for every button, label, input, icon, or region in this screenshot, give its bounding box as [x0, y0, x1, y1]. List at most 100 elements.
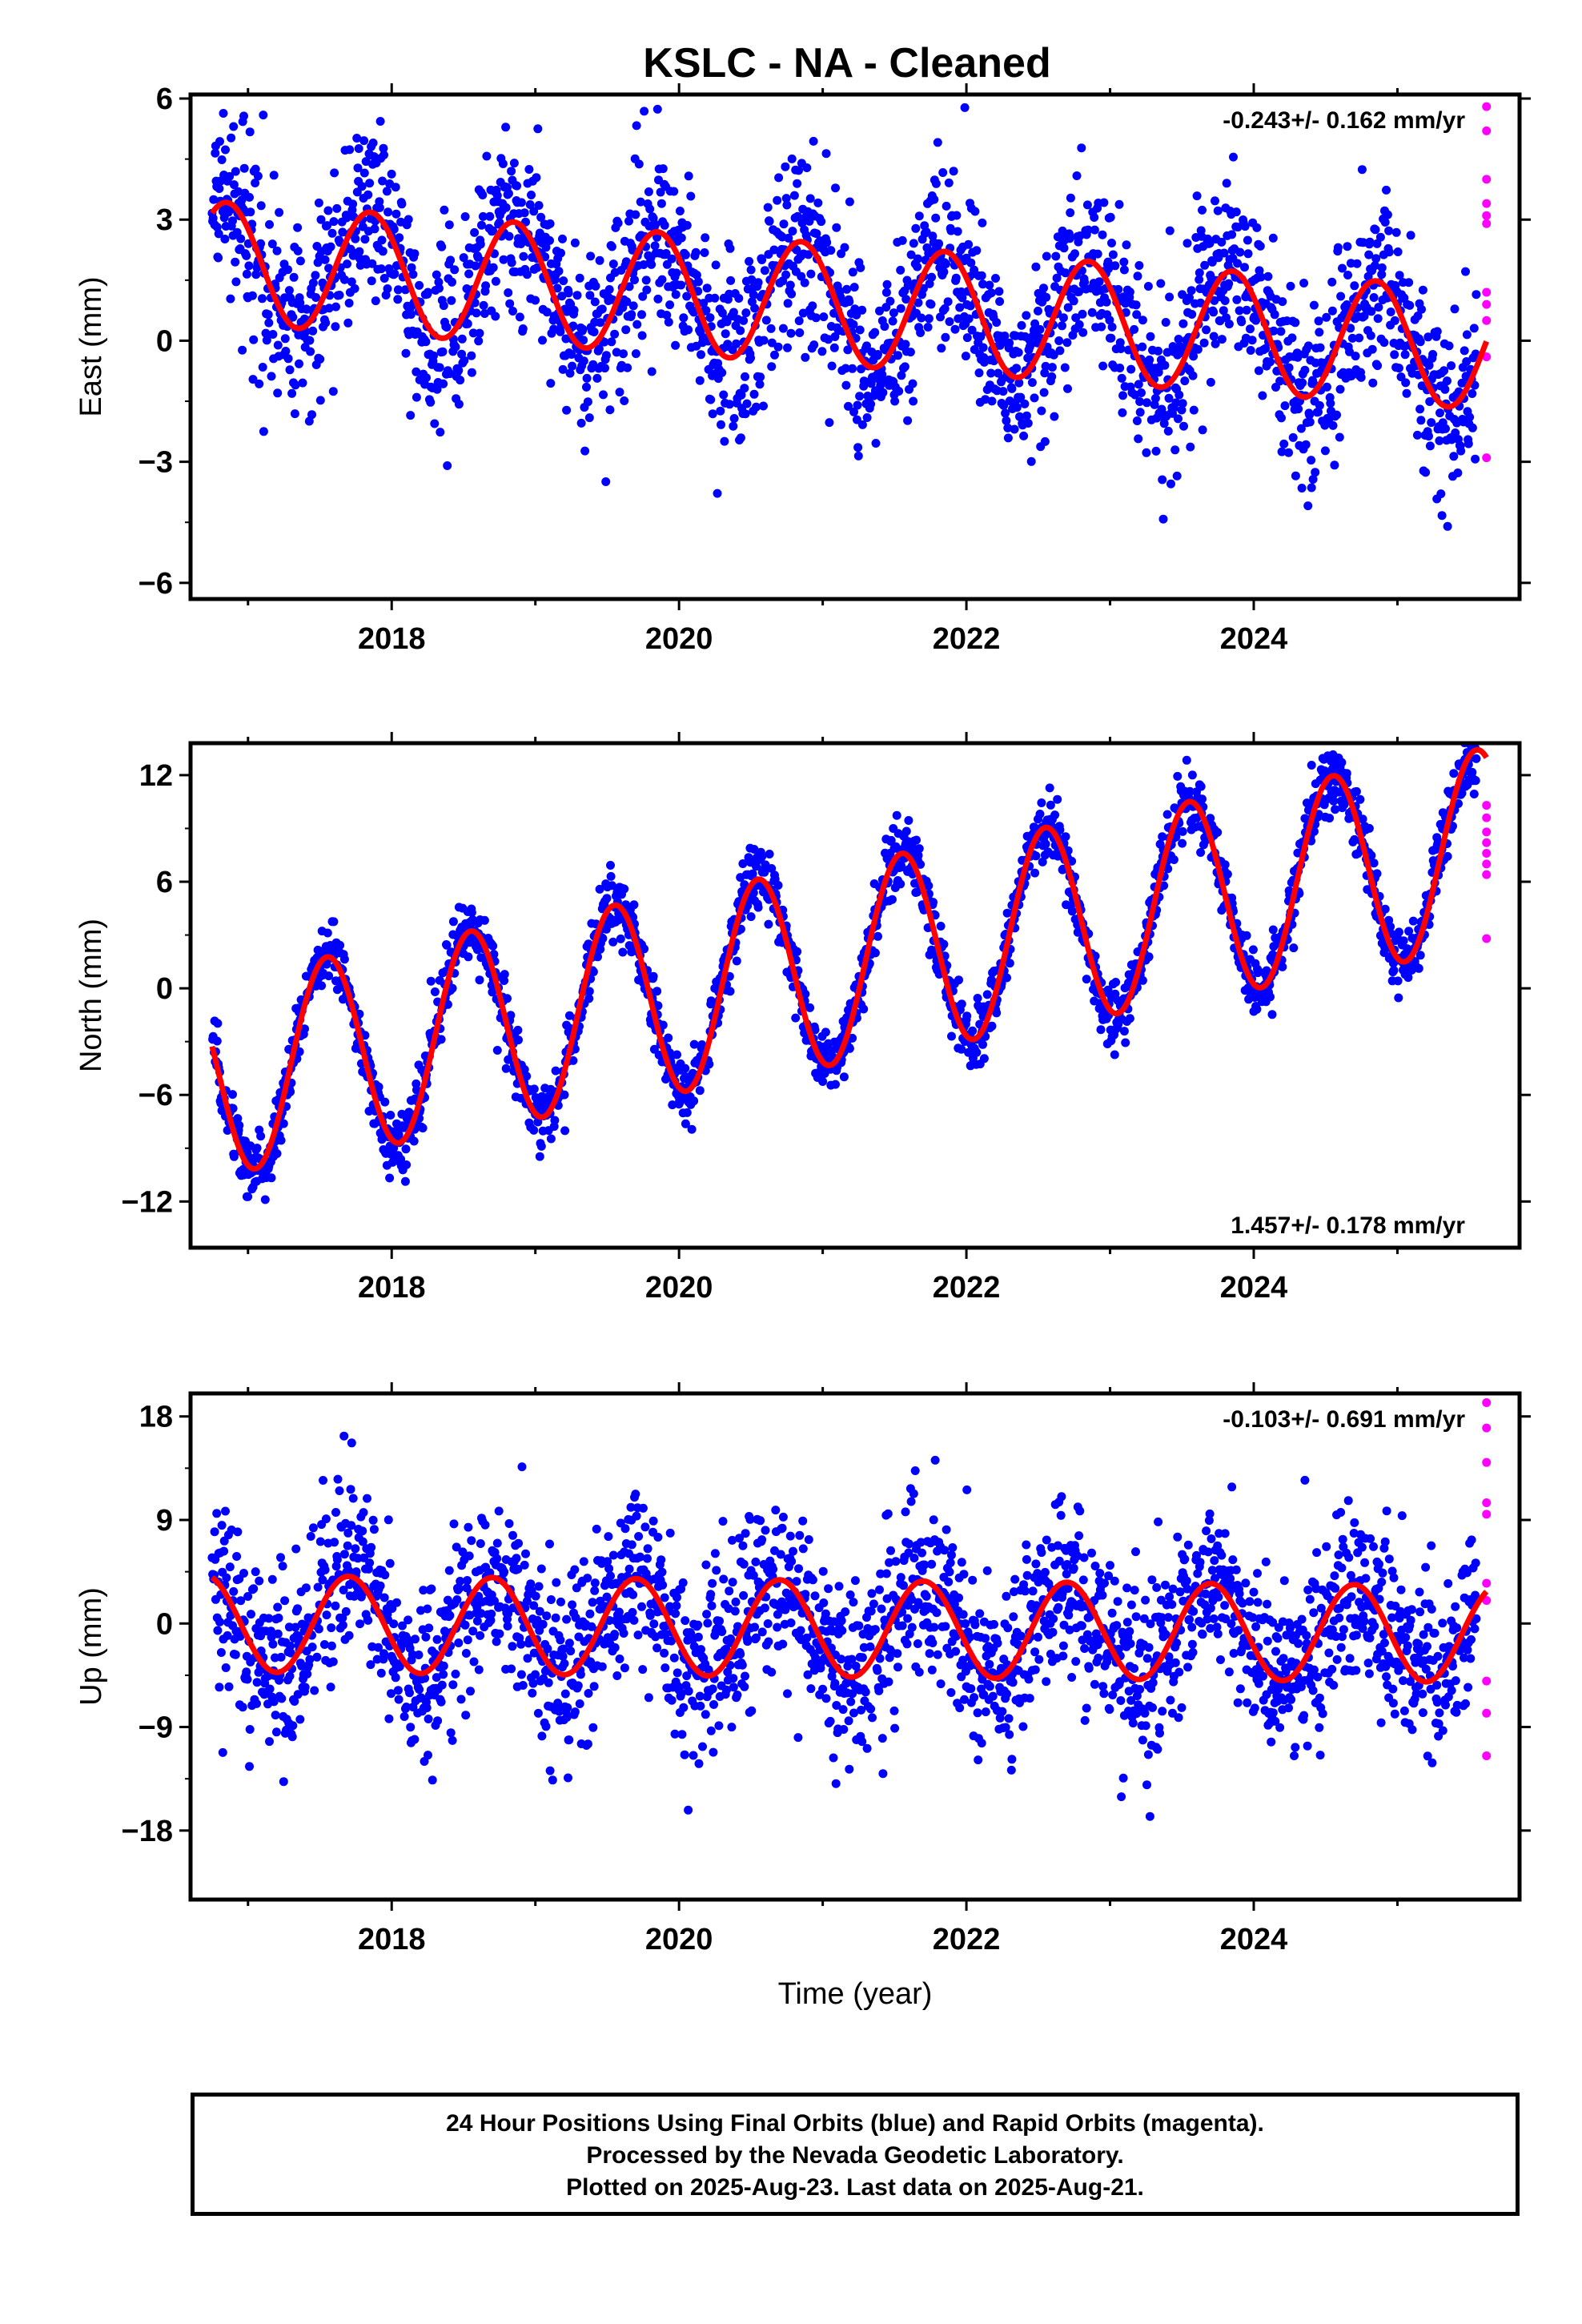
final-orbit-point: [662, 311, 672, 320]
final-orbit-point: [961, 352, 970, 361]
final-orbit-point: [564, 1011, 574, 1020]
final-orbit-point: [1252, 1004, 1262, 1014]
final-orbit-point: [454, 366, 464, 375]
final-orbit-point: [1185, 786, 1195, 796]
final-orbit-point: [1296, 424, 1306, 433]
final-orbit-point: [708, 409, 717, 419]
final-orbit-point: [1142, 448, 1151, 457]
final-orbit-point: [586, 251, 596, 261]
final-orbit-point: [267, 1632, 276, 1642]
final-orbit-point: [1020, 399, 1030, 408]
final-orbit-point: [341, 1606, 351, 1616]
final-orbit-point: [1097, 322, 1106, 332]
final-orbit-point: [308, 278, 318, 287]
final-orbit-point: [259, 111, 268, 120]
final-orbit-point: [509, 159, 519, 168]
final-orbit-point: [1063, 384, 1072, 393]
final-orbit-point: [832, 223, 841, 232]
final-orbit-point: [407, 263, 416, 272]
final-orbit-point: [1035, 810, 1045, 818]
final-orbit-point: [689, 1039, 699, 1049]
final-orbit-point: [252, 1144, 262, 1153]
final-orbit-point: [767, 864, 777, 873]
final-orbit-point: [291, 1622, 300, 1632]
final-orbit-point: [1058, 313, 1068, 323]
final-orbit-point: [792, 245, 801, 255]
final-orbit-point: [1130, 324, 1139, 334]
final-orbit-point: [443, 461, 452, 470]
final-orbit-point: [632, 121, 641, 131]
final-orbit-point: [454, 400, 464, 409]
final-orbit-point: [215, 137, 224, 147]
final-orbit-point: [1133, 271, 1142, 281]
final-orbit-point: [225, 171, 235, 181]
final-orbit-point: [542, 308, 552, 317]
final-orbit-point: [243, 1675, 252, 1684]
final-orbit-point: [1067, 907, 1077, 916]
final-orbit-point: [380, 1097, 390, 1107]
final-orbit-point: [931, 179, 941, 188]
final-orbit-point: [1005, 959, 1014, 968]
final-orbit-point: [231, 277, 241, 287]
final-orbit-point: [568, 361, 577, 371]
final-orbit-point: [732, 956, 741, 966]
final-orbit-point: [1179, 421, 1188, 431]
final-orbit-point: [513, 1025, 523, 1035]
final-orbit-point: [314, 198, 323, 207]
final-orbit-point: [429, 351, 438, 360]
y-tick-label: 12: [139, 759, 173, 793]
final-orbit-point: [1207, 257, 1217, 267]
final-orbit-point: [1356, 372, 1366, 382]
final-orbit-point: [821, 1027, 830, 1037]
final-orbit-point: [831, 183, 840, 193]
final-orbit-point: [347, 277, 356, 287]
final-orbit-point: [215, 184, 224, 193]
final-orbit-point: [464, 952, 473, 962]
final-orbit-point: [1464, 439, 1473, 448]
final-orbit-point: [322, 959, 331, 969]
final-orbit-points: [207, 103, 1481, 531]
final-orbit-point: [285, 365, 295, 375]
final-orbit-point: [1042, 251, 1051, 261]
final-orbit-point: [880, 322, 889, 332]
final-orbit-point: [229, 1152, 239, 1161]
final-orbit-point: [251, 179, 260, 187]
final-orbit-point: [400, 285, 410, 295]
final-orbit-point: [430, 419, 440, 428]
final-orbit-point: [374, 1082, 383, 1092]
final-orbit-point: [896, 304, 905, 313]
final-orbit-point: [271, 1711, 280, 1720]
final-orbit-point: [1266, 992, 1275, 1002]
final-orbit-point: [853, 400, 862, 410]
final-orbit-point: [1307, 483, 1316, 493]
final-orbit-point: [1144, 952, 1154, 962]
final-orbit-point: [661, 249, 671, 258]
final-orbit-point: [901, 340, 910, 349]
final-orbit-point: [706, 395, 716, 404]
final-orbit-point: [991, 274, 1000, 283]
final-orbit-point: [760, 867, 769, 877]
final-orbit-point: [933, 138, 942, 147]
final-orbit-point: [245, 1762, 254, 1771]
final-orbit-point: [958, 293, 967, 303]
final-orbit-point: [1039, 283, 1048, 293]
final-orbit-point: [1030, 319, 1040, 328]
final-orbit-point: [504, 231, 514, 241]
final-orbit-point: [778, 324, 788, 333]
rapid-orbit-points: [1482, 102, 1492, 463]
final-orbit-point: [1384, 226, 1394, 235]
final-orbit-point: [652, 987, 662, 996]
final-orbit-point: [1303, 501, 1313, 511]
final-orbit-point: [261, 328, 271, 338]
final-orbit-point: [831, 1080, 840, 1089]
final-orbit-point: [647, 367, 656, 376]
final-orbit-point: [610, 329, 620, 339]
final-orbit-point: [896, 265, 905, 275]
final-orbit-point: [538, 336, 547, 345]
final-orbit-point: [276, 1652, 286, 1662]
final-orbit-point: [225, 1562, 235, 1572]
final-orbit-point: [213, 1626, 223, 1635]
final-orbit-point: [1083, 225, 1093, 235]
final-orbit-point: [319, 1476, 327, 1485]
final-orbit-point: [379, 274, 389, 283]
